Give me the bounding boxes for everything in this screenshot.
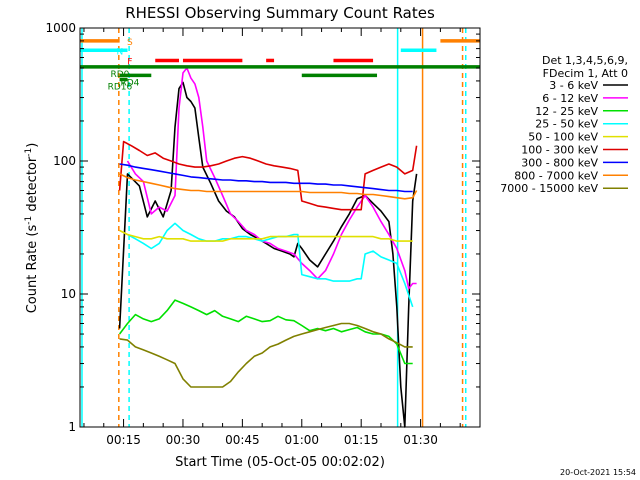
- y-axis-label-sup1: -1: [24, 216, 34, 225]
- y-axis: 1 10 100 1000: [45, 21, 480, 434]
- series-line-2: [118, 299, 413, 365]
- series-line-8: [119, 322, 413, 388]
- legend-label-6: 300 - 800 keV: [521, 156, 598, 169]
- x-tick-label-0: 00:15: [106, 433, 141, 447]
- x-axis: 00:15 00:30 00:45 01:00 01:15 01:30: [83, 28, 481, 447]
- legend-label-2: 12 - 25 keV: [535, 105, 598, 118]
- legend-header-line-2: FDecim 1, Att 0: [543, 67, 628, 80]
- series-line-5: [118, 140, 418, 211]
- series-line-4: [119, 229, 413, 242]
- legend-label-8: 7000 - 15000 keV: [500, 182, 598, 195]
- y-axis-label-mid: detector: [25, 156, 40, 216]
- vertical-event-lines: [81, 28, 467, 427]
- legend-label-3: 25 - 50 keV: [535, 118, 598, 131]
- legend-label-4: 50 - 100 keV: [528, 131, 598, 144]
- flag-label-1: N: [117, 47, 124, 57]
- y-tick-label-3: 1000: [45, 21, 76, 35]
- y-axis-label-main: Count Rate (s: [25, 225, 40, 314]
- legend-header-line-1: Det 1,3,4,5,6,9,: [542, 54, 628, 67]
- legend: Det 1,3,4,5,6,9, FDecim 1, Att 0 3 - 6 k…: [500, 54, 628, 195]
- x-tick-label-1: 00:30: [166, 433, 201, 447]
- legend-label-5: 100 - 300 keV: [521, 144, 598, 157]
- y-axis-label: Count Rate (s-1 detector-1): [24, 143, 40, 314]
- y-axis-label-end: ): [25, 143, 40, 148]
- y-tick-label-2: 100: [53, 154, 76, 168]
- flag-bars: SNFRD0RD4RD16: [80, 38, 480, 92]
- x-tick-label-2: 00:45: [225, 433, 260, 447]
- flag-label-2: F: [127, 57, 132, 67]
- x-axis-label: Start Time (05-Oct-05 00:02:02): [175, 455, 385, 470]
- flag-label-4: RD4: [120, 78, 139, 88]
- series-line-0: [118, 81, 418, 428]
- series-line-6: [119, 163, 413, 193]
- legend-label-7: 800 - 7000 keV: [514, 169, 598, 182]
- legend-label-0: 3 - 6 keV: [549, 79, 598, 92]
- y-tick-label-1: 10: [61, 287, 76, 301]
- footer-date: 20-Oct-2021 15:54: [560, 468, 636, 477]
- flag-label-0: S: [127, 38, 133, 48]
- series-line-7: [119, 173, 418, 200]
- x-tick-label-4: 01:15: [344, 433, 379, 447]
- chart-title: RHESSI Observing Summary Count Rates: [125, 4, 435, 22]
- y-axis-label-sup2: -1: [24, 148, 34, 157]
- plot-frame: [79, 27, 481, 428]
- x-tick-label-5: 01:30: [403, 433, 438, 447]
- y-tick-label-0: 1: [68, 420, 76, 434]
- x-tick-label-3: 01:00: [284, 433, 319, 447]
- legend-label-1: 6 - 12 keV: [542, 92, 598, 105]
- series-layer: [118, 67, 418, 428]
- flag-label-5: RD16: [108, 82, 133, 92]
